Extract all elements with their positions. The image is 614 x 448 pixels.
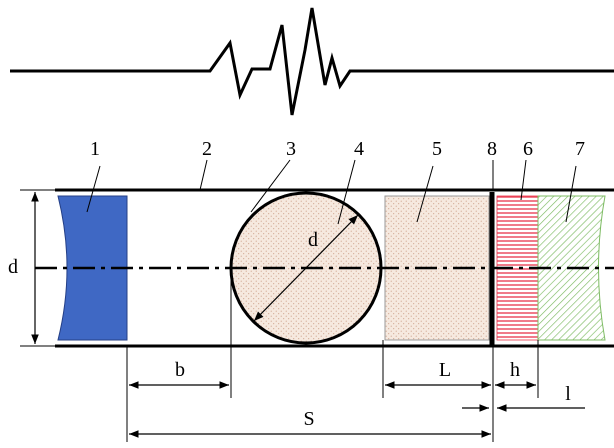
- label-dim-L: L: [439, 359, 451, 381]
- label-part-4: 4: [354, 138, 364, 160]
- extension-lines: [126, 268, 539, 442]
- signal-waveform: [10, 7, 614, 116]
- label-part-8: 8: [487, 138, 497, 160]
- label-part-6: 6: [523, 138, 533, 160]
- label-diameter-left: d: [8, 256, 18, 278]
- label-dim-S: S: [303, 408, 314, 430]
- label-dim-h: h: [510, 359, 520, 381]
- label-dim-l: l: [565, 383, 571, 405]
- label-diameter-ball: d: [308, 229, 318, 251]
- label-part-1: 1: [90, 138, 100, 160]
- dim-d-ball-line: [253, 214, 359, 322]
- label-part-7: 7: [575, 138, 585, 160]
- label-part-3: 3: [286, 138, 296, 160]
- label-part-5: 5: [432, 138, 442, 160]
- part-leaders: [86, 159, 577, 225]
- label-dim-b: b: [175, 359, 185, 381]
- label-part-2: 2: [202, 138, 212, 160]
